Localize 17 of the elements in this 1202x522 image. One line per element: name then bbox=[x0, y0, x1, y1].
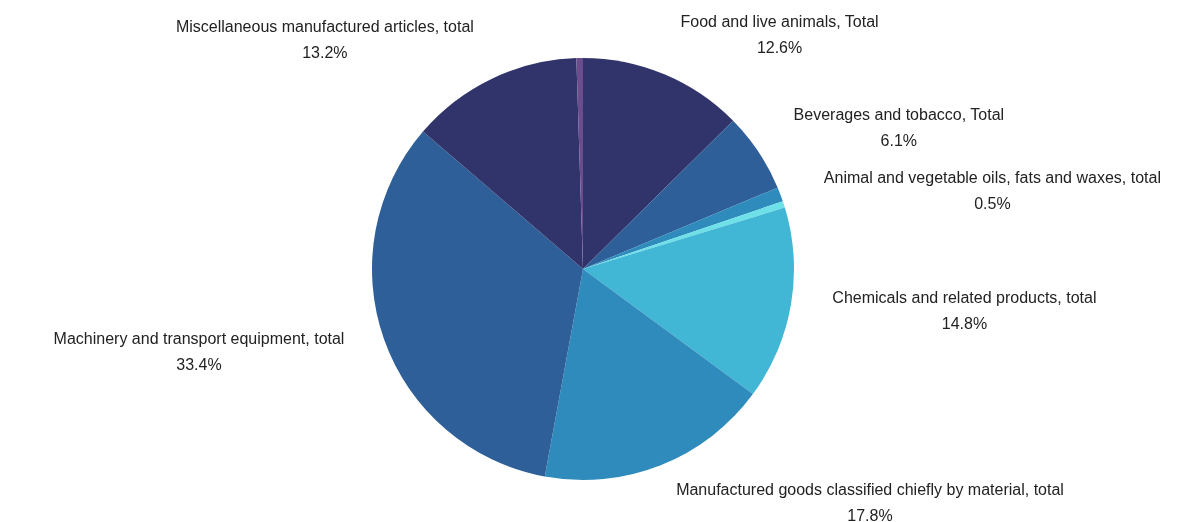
pie-slice bbox=[544, 269, 753, 480]
slice-label: Manufactured goods classified chiefly by material, total bbox=[676, 481, 1064, 499]
data-label: 12.6% bbox=[756, 38, 803, 56]
slice-label: Beverages and tobacco, Total bbox=[793, 105, 1005, 124]
data-label: 13.2% bbox=[302, 43, 348, 61]
slice-label: Animal and vegetable oils, fats and waxes, total bbox=[823, 168, 1161, 186]
slice-label: Chemicals and related products, total bbox=[832, 288, 1097, 306]
pie-slice bbox=[583, 201, 785, 269]
slice-label: Miscellaneous manufactured articles, total bbox=[175, 17, 474, 35]
data-label: 14.8% bbox=[941, 314, 988, 332]
pie-slice bbox=[583, 207, 794, 395]
data-label: 33.4% bbox=[176, 356, 222, 374]
slice-label: Machinery and transport equipment, total bbox=[53, 330, 345, 348]
data-label: 0.5% bbox=[974, 194, 1011, 212]
data-label: 6.1% bbox=[880, 131, 918, 150]
slice-label: Food and live animals, Total bbox=[680, 12, 879, 30]
data-label: 17.8% bbox=[847, 507, 893, 522]
